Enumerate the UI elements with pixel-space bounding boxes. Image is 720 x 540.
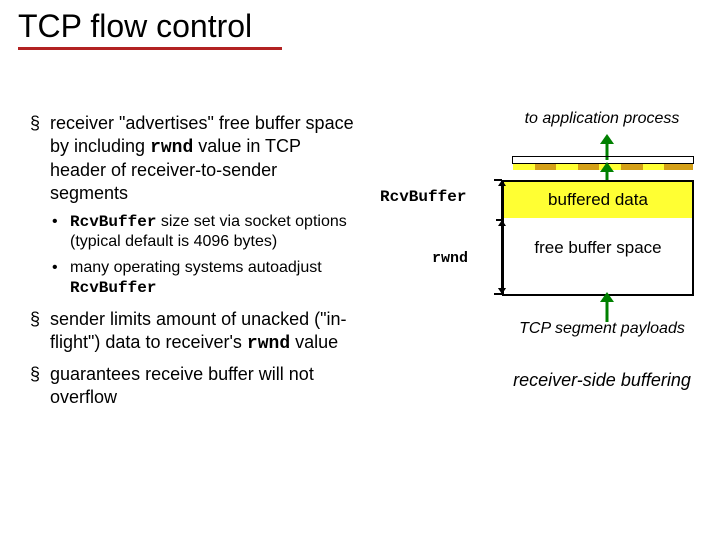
bullet-sender-limits: sender limits amount of unacked ("in-fli… [30,308,360,355]
buffer-diagram: to application process RcvBuffer rwnd bu… [372,110,692,410]
bracket-rwnd-icon [484,218,506,296]
text: many operating systems autoadjust [70,259,322,276]
arrow-up-bottom-icon [597,292,617,322]
payload-label: TCP segment payloads [502,320,702,338]
bullet-guarantees: guarantees receive buffer will not overf… [30,363,360,408]
rwnd-label: rwnd [432,250,468,267]
buffer-box: buffered data free buffer space [502,180,694,296]
bullet-list: receiver "advertises" free buffer space … [30,112,360,416]
code-rcvbuffer: RcvBuffer [70,279,156,297]
buffered-region: buffered data [504,182,692,220]
code-rwnd: rwnd [247,334,290,354]
bullet-autoadjust: many operating systems autoadjust RcvBuf… [30,258,360,298]
to-app-label: to application process [512,110,692,128]
page-title: TCP flow control [18,8,282,50]
bullet-advertises: receiver "advertises" free buffer space … [30,112,360,204]
diagram-caption: receiver-side buffering [492,370,712,391]
free-region: free buffer space [504,218,692,294]
code-rwnd: rwnd [150,138,193,158]
rcvbuffer-label: RcvBuffer [380,188,466,206]
bullet-rcvbuffer-size: RcvBuffer size set via socket options (t… [30,212,360,252]
text: guarantees receive buffer will not overf… [50,364,314,407]
code-rcvbuffer: RcvBuffer [70,213,156,231]
arrow-up-gap-icon [597,162,617,182]
text: value [290,332,338,352]
